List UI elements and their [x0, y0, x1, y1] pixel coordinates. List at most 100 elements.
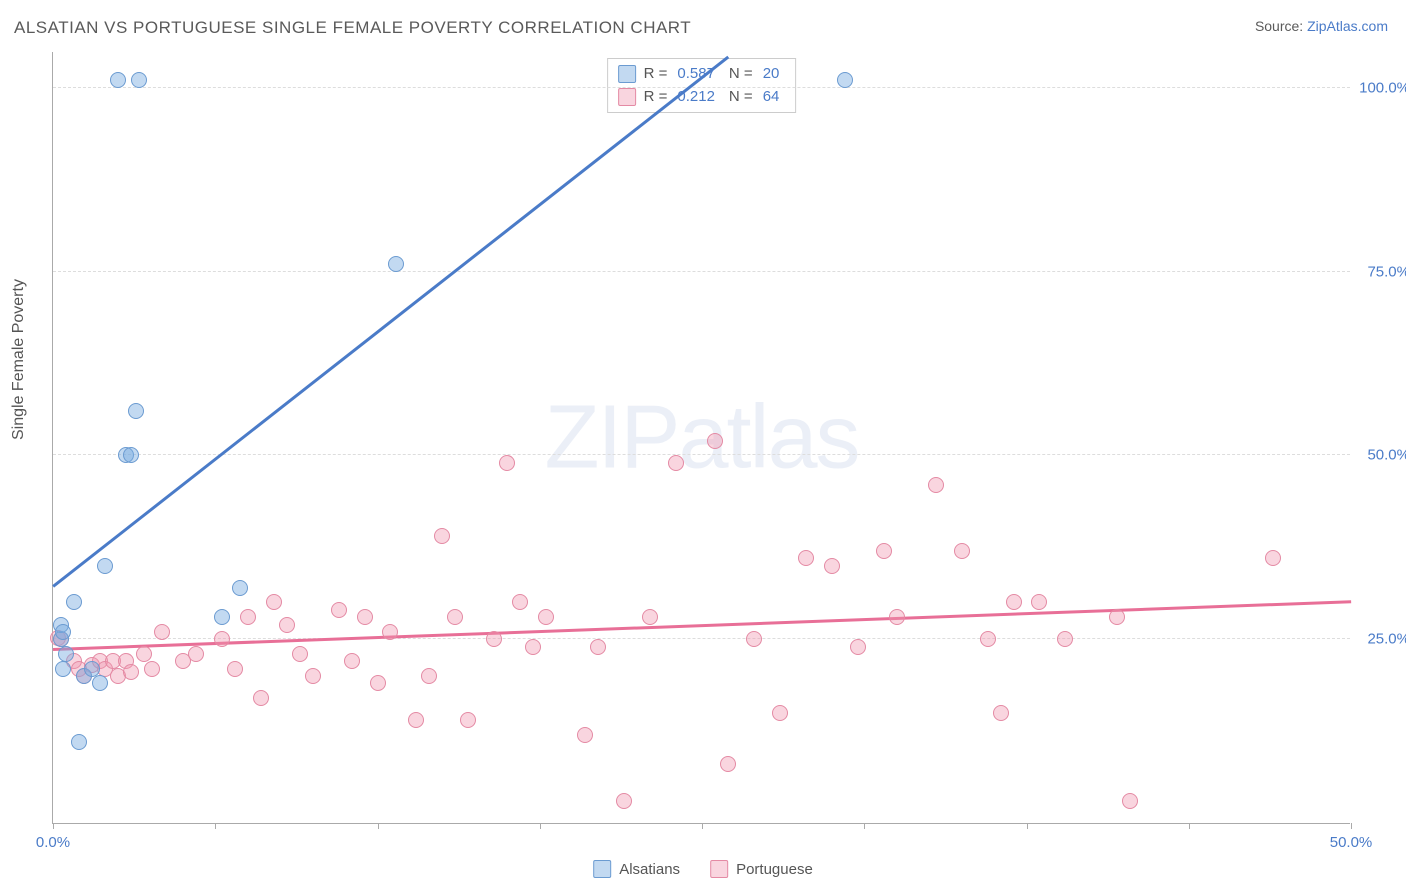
data-point	[232, 580, 248, 596]
data-point	[128, 403, 144, 419]
data-point	[279, 617, 295, 633]
legend-item-alsatians: Alsatians	[593, 860, 680, 878]
swatch-alsatians	[618, 65, 636, 83]
data-point	[370, 675, 386, 691]
data-point	[382, 624, 398, 640]
data-point	[188, 646, 204, 662]
y-tick-label: 50.0%	[1355, 447, 1406, 464]
data-point	[824, 558, 840, 574]
data-point	[889, 609, 905, 625]
data-point	[84, 661, 100, 677]
source-attribution: Source: ZipAtlas.com	[1255, 18, 1388, 34]
data-point	[123, 447, 139, 463]
swatch-alsatians-bottom	[593, 860, 611, 878]
data-point	[1006, 594, 1022, 610]
data-point	[850, 639, 866, 655]
data-point	[876, 543, 892, 559]
data-point	[97, 558, 113, 574]
y-tick-label: 100.0%	[1355, 79, 1406, 96]
chart-title: ALSATIAN VS PORTUGUESE SINGLE FEMALE POV…	[14, 18, 691, 38]
data-point	[344, 653, 360, 669]
data-point	[538, 609, 554, 625]
data-point	[460, 712, 476, 728]
data-point	[123, 664, 139, 680]
gridline	[53, 271, 1350, 272]
data-point	[214, 631, 230, 647]
data-point	[434, 528, 450, 544]
data-point	[746, 631, 762, 647]
data-point	[525, 639, 541, 655]
x-tick-label: 0.0%	[36, 834, 70, 851]
data-point	[577, 727, 593, 743]
x-tick	[864, 823, 865, 829]
data-point	[1265, 550, 1281, 566]
data-point	[1031, 594, 1047, 610]
data-point	[227, 661, 243, 677]
data-point	[668, 455, 684, 471]
watermark-zip: ZIP	[544, 387, 678, 487]
x-tick	[378, 823, 379, 829]
source-label: Source:	[1255, 18, 1303, 34]
chart-container: ALSATIAN VS PORTUGUESE SINGLE FEMALE POV…	[0, 0, 1406, 892]
n-alsatians: 20	[763, 63, 780, 86]
data-point	[590, 639, 606, 655]
data-point	[388, 256, 404, 272]
x-tick	[215, 823, 216, 829]
data-point	[55, 661, 71, 677]
data-point	[1057, 631, 1073, 647]
n-portuguese: 64	[763, 86, 780, 109]
data-point	[408, 712, 424, 728]
watermark-atlas: atlas	[678, 387, 858, 487]
data-point	[993, 705, 1009, 721]
data-point	[214, 609, 230, 625]
data-point	[798, 550, 814, 566]
y-tick-label: 25.0%	[1355, 631, 1406, 648]
data-point	[642, 609, 658, 625]
gridline	[53, 454, 1350, 455]
legend-row-portuguese: R = 0.212 N = 64	[618, 86, 786, 109]
data-point	[616, 793, 632, 809]
data-point	[154, 624, 170, 640]
data-point	[486, 631, 502, 647]
data-point	[980, 631, 996, 647]
data-point	[928, 477, 944, 493]
x-tick	[702, 823, 703, 829]
data-point	[707, 433, 723, 449]
data-point	[305, 668, 321, 684]
y-tick-label: 75.0%	[1355, 263, 1406, 280]
series-name-portuguese: Portuguese	[736, 861, 813, 878]
data-point	[144, 661, 160, 677]
y-axis-label: Single Female Poverty	[10, 279, 28, 440]
swatch-portuguese-bottom	[710, 860, 728, 878]
data-point	[136, 646, 152, 662]
data-point	[292, 646, 308, 662]
x-tick	[1351, 823, 1352, 829]
data-point	[66, 594, 82, 610]
gridline	[53, 638, 1350, 639]
watermark: ZIPatlas	[544, 386, 858, 489]
data-point	[512, 594, 528, 610]
data-point	[253, 690, 269, 706]
plot-area: ZIPatlas R = 0.587 N = 20 R = 0.212 N = …	[52, 52, 1350, 824]
legend-item-portuguese: Portuguese	[710, 860, 813, 878]
source-link[interactable]: ZipAtlas.com	[1307, 18, 1388, 34]
data-point	[772, 705, 788, 721]
data-point	[1122, 793, 1138, 809]
legend-row-alsatians: R = 0.587 N = 20	[618, 63, 786, 86]
data-point	[499, 455, 515, 471]
data-point	[58, 646, 74, 662]
x-tick	[1189, 823, 1190, 829]
data-point	[92, 675, 108, 691]
trend-line	[52, 56, 728, 587]
data-point	[421, 668, 437, 684]
swatch-portuguese	[618, 88, 636, 106]
x-tick	[53, 823, 54, 829]
series-legend: Alsatians Portuguese	[593, 860, 813, 878]
series-name-alsatians: Alsatians	[619, 861, 680, 878]
data-point	[266, 594, 282, 610]
correlation-legend: R = 0.587 N = 20 R = 0.212 N = 64	[607, 58, 797, 113]
x-tick	[1027, 823, 1028, 829]
data-point	[357, 609, 373, 625]
data-point	[954, 543, 970, 559]
data-point	[1109, 609, 1125, 625]
